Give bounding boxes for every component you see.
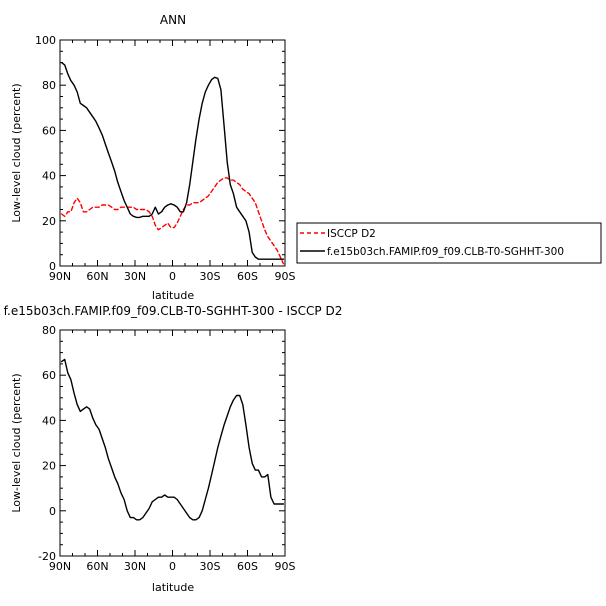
bottom-plot-frame [59, 329, 286, 557]
legend-label-model: f.e15b03ch.FAMIP.f09_f09.CLB-T0-SGHHT-30… [327, 246, 564, 258]
bottom-plot-lines [60, 358, 285, 521]
y-tick-label: 100 [35, 34, 56, 47]
x-tick-label: 30N [124, 270, 146, 283]
x-tick-label: 90N [49, 560, 71, 573]
top-series-line-1 [60, 61, 285, 260]
x-tick-label: 30N [124, 560, 146, 573]
bottom-y-axis-label: Low-level cloud (percent) [10, 373, 23, 512]
legend: ISCCP D2 f.e15b03ch.FAMIP.f09_f09.CLB-T0… [296, 222, 602, 264]
y-tick-label: 60 [42, 369, 56, 382]
x-tick-label: 90S [275, 560, 296, 573]
x-tick-label: 90S [275, 270, 296, 283]
legend-box [296, 222, 602, 264]
bottom-x-axis-label: latitude [152, 581, 194, 594]
top-chart-panel: ANN 0 20 40 60 80 100 90N 60N 30N 0 30S 60S 90S lat… [10, 13, 296, 302]
y-tick-label: 80 [42, 324, 56, 337]
bottom-chart-panel: f.e15b03ch.FAMIP.f09_f09.CLB-T0-SGHHT-30… [4, 304, 343, 594]
bottom-x-axis: 90N 60N 30N 0 30S 60S 90S [49, 330, 296, 573]
x-tick-label: 60S [237, 560, 258, 573]
y-tick-label: 40 [42, 170, 56, 183]
x-tick-label: 90N [49, 270, 71, 283]
x-tick-label: 60N [86, 270, 108, 283]
x-tick-label: 60N [86, 560, 108, 573]
bottom-chart-title: f.e15b03ch.FAMIP.f09_f09.CLB-T0-SGHHT-30… [4, 304, 343, 318]
y-tick-label: 40 [42, 414, 56, 427]
top-x-axis: 90N 60N 30N 0 30S 60S 90S [49, 40, 296, 283]
x-tick-label: 30S [200, 560, 221, 573]
y-tick-label: 0 [49, 260, 56, 273]
y-tick-label: 60 [42, 124, 56, 137]
x-tick-label: 30S [200, 270, 221, 283]
top-x-axis-label: latitude [152, 289, 194, 302]
y-tick-label: 20 [42, 215, 56, 228]
x-tick-label: 0 [169, 270, 176, 283]
y-tick-label: 20 [42, 460, 56, 473]
top-series-line-0 [60, 177, 285, 265]
top-plot-lines [60, 61, 285, 265]
top-chart-title: ANN [160, 13, 186, 27]
top-y-axis: 0 20 40 60 80 100 [35, 34, 285, 273]
y-tick-label: -20 [38, 550, 56, 563]
legend-label-isccp: ISCCP D2 [327, 228, 376, 240]
y-tick-label: 0 [49, 505, 56, 518]
top-plot-frame [59, 39, 286, 267]
y-tick-label: 80 [42, 79, 56, 92]
x-tick-label: 60S [237, 270, 258, 283]
bottom-series-line-0 [60, 358, 285, 521]
top-y-axis-label: Low-level cloud (percent) [10, 83, 23, 222]
bottom-y-axis: -20 0 20 40 60 80 [38, 324, 285, 563]
x-tick-label: 0 [169, 560, 176, 573]
